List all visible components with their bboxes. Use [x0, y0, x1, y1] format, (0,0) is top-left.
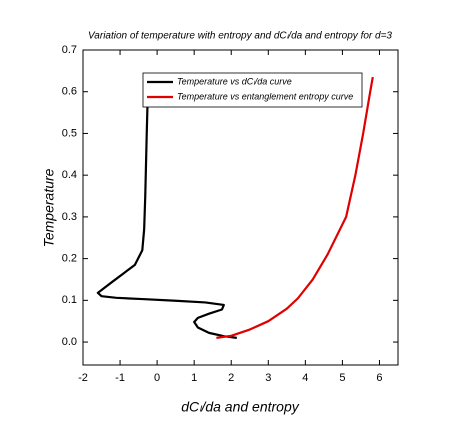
y-tick-label: 0.2: [62, 253, 77, 265]
x-tick-label: -2: [78, 372, 88, 384]
y-tick-label: 0.6: [62, 86, 77, 98]
data-line: [96, 77, 237, 339]
plot-frame: [82, 49, 399, 366]
x-tick-label: 3: [265, 372, 271, 384]
y-tick-label: 0.7: [62, 44, 77, 56]
x-tick-label: 2: [228, 372, 234, 384]
x-tick-label: 6: [376, 372, 382, 384]
y-axis-label: Temperature: [41, 168, 57, 247]
legend-label: Temperature vs entanglement entropy curv…: [177, 91, 353, 101]
y-tick-label: 0.4: [62, 169, 77, 181]
x-tick-label: 4: [302, 372, 308, 384]
x-tick-label: 0: [154, 372, 160, 384]
legend-box: [142, 72, 363, 108]
y-tick-label: 0.5: [62, 127, 77, 139]
y-tick-label: 0.3: [62, 211, 77, 223]
data-line: [216, 76, 374, 339]
y-tick-label: 0.0: [62, 336, 77, 348]
y-tick-label: 0.1: [62, 294, 77, 306]
x-tick-label: 5: [339, 372, 345, 384]
legend-label: Temperature vs dCₗ/da curve: [177, 76, 292, 86]
x-tick-label: -1: [115, 372, 125, 384]
x-axis-label: dCₗ/da and entropy: [181, 399, 300, 415]
chart-title: Variation of temperature with entropy an…: [88, 31, 392, 42]
x-tick-label: 1: [191, 372, 197, 384]
